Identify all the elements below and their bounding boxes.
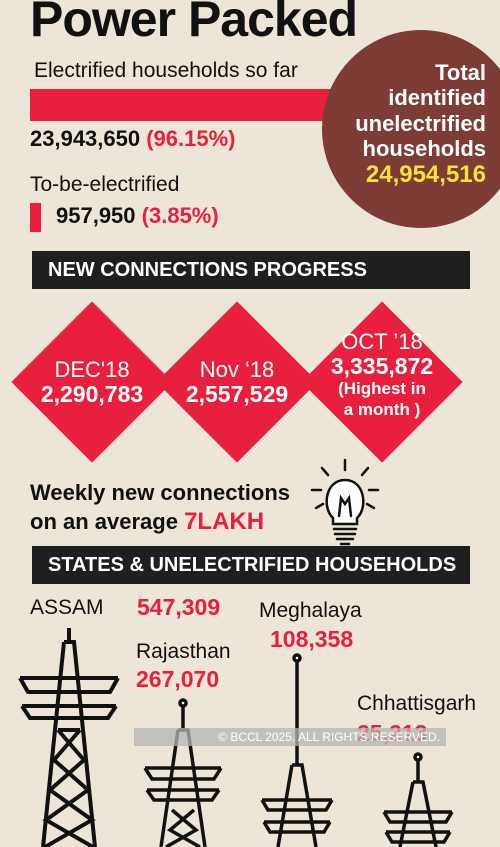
total-text: Total identified unelectrified household… bbox=[330, 60, 486, 189]
total-line-2: identified bbox=[388, 85, 486, 111]
state-value-assam: 547,309 bbox=[137, 594, 221, 620]
month-label: Nov ‘18 bbox=[199, 357, 275, 382]
month-value: 2,557,529 bbox=[185, 381, 289, 408]
month-note: (Highest in a month ) bbox=[338, 379, 426, 419]
light-bulb-icon bbox=[310, 458, 380, 546]
state-value-rajasthan: 267,070 bbox=[136, 666, 220, 692]
state-name-assam: ASSAM bbox=[30, 596, 104, 619]
electrified-label: Electrified households so far bbox=[34, 59, 298, 82]
electrified-count: 23,943,650 bbox=[30, 126, 141, 151]
diamond-dec-text: DEC'18 2,290,783 bbox=[12, 357, 172, 408]
weekly-value: 7LAKH bbox=[184, 507, 265, 535]
electrified-pct: (96.15%) bbox=[146, 126, 236, 151]
month-label: DEC'18 bbox=[54, 357, 130, 382]
diamond-oct-text: OCT ’18 3,335,872 (Highest in a month ) bbox=[302, 329, 462, 420]
total-line-4: households bbox=[362, 135, 486, 161]
month-value: 2,290,783 bbox=[40, 381, 144, 408]
states-header: STATES & UNELECTRIFIED HOUSEHOLDS bbox=[32, 546, 470, 584]
to-be-electrified-bar bbox=[30, 203, 41, 232]
to-be-electrified-label: To-be-electrified bbox=[30, 173, 180, 196]
total-line-1: Total bbox=[435, 60, 486, 85]
total-value: 24,954,516 bbox=[365, 161, 486, 189]
state-name-meghalaya: Meghalaya bbox=[259, 599, 362, 622]
month-value: 3,335,872 bbox=[330, 353, 434, 380]
to-be-electrified-pct: (3.85%) bbox=[141, 203, 219, 228]
total-circle bbox=[322, 30, 500, 228]
electrified-bar bbox=[30, 89, 348, 121]
month-label: OCT ’18 bbox=[341, 329, 423, 354]
total-line-3: unelectrified bbox=[355, 110, 486, 136]
to-be-electrified-value: 957,950 (3.85%) bbox=[56, 203, 219, 229]
state-value-meghalaya: 108,358 bbox=[270, 626, 354, 652]
progress-header: NEW CONNECTIONS PROGRESS bbox=[32, 251, 470, 289]
copyright-watermark: © BCCL 2025. ALL RIGHTS RESERVED. bbox=[134, 728, 446, 746]
state-name-chhattisgarh: Chhattisgarh bbox=[357, 692, 477, 715]
to-be-electrified-count: 957,950 bbox=[56, 203, 136, 228]
diamond-nov-text: Nov ‘18 2,557,529 bbox=[157, 357, 317, 408]
weekly-connections: Weekly new connections on an average 7LA… bbox=[30, 480, 290, 536]
page-title: Power Packed bbox=[30, 0, 358, 47]
state-name-rajasthan: Rajasthan bbox=[136, 640, 231, 663]
power-tower-icon bbox=[18, 628, 454, 847]
weekly-line-2: on an average bbox=[30, 508, 178, 534]
electrified-value: 23,943,650 (96.15%) bbox=[30, 126, 236, 152]
weekly-line-1: Weekly new connections bbox=[30, 480, 291, 505]
